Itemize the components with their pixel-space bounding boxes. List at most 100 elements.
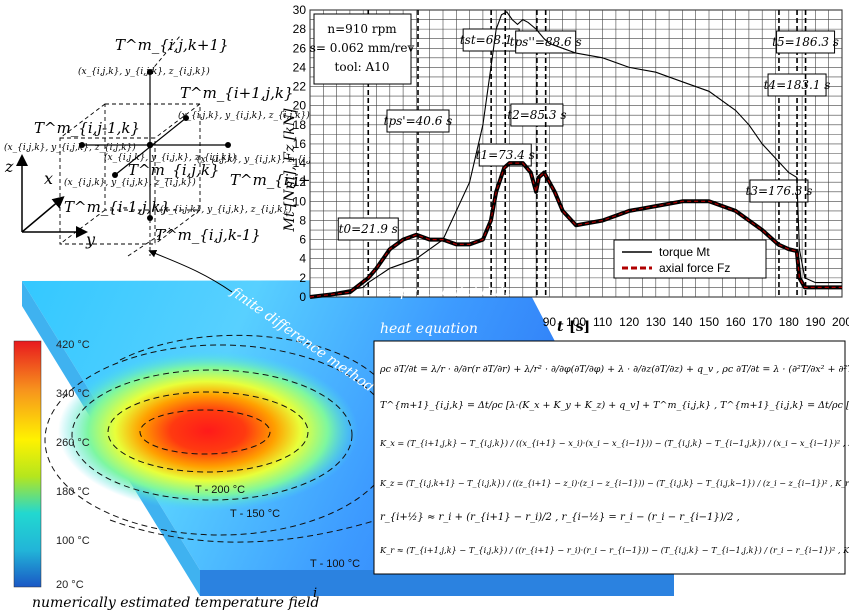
chart-info-box: n=910 rpm s= 0.062 mm/rev tool: A10 [310, 13, 415, 85]
axial-force-fz-series-accent [309, 162, 842, 298]
y-tick-label: 18 [293, 118, 307, 132]
event-label: t2=85.3 s [507, 108, 566, 122]
equations-box: ρc ∂T/∂t = λ/r · ∂/∂r(r ∂T/∂r) + λ/r² · … [373, 340, 849, 575]
x-tick-label: 100 [566, 315, 586, 329]
equation-explicit-scheme: T^{m+1}_{i,j,k} = Δt/ρc [λ·(K_x + K_y + … [380, 400, 849, 411]
x-tick-label: 160 [726, 315, 746, 329]
x-tick-label: 130 [646, 315, 666, 329]
equations-background [373, 340, 846, 575]
chart-x-tick-labels: 90 100 110 120 130 140 150 160 170 180 190 200 [543, 315, 849, 329]
node-coord-i-plus-1: (x_{i,j,k}, y_{i,j,k}, z_{i,j,k}) [178, 110, 310, 121]
event-label: tps''=88.6 s [510, 35, 582, 49]
colorbar-tick-100: 100 °C [56, 535, 90, 547]
node-label-center: T^m_{i,j,k} [128, 161, 219, 179]
node-coord-i-minus-1: (x_{i,j,k}, y_{i,j,k}, z_{i,j,k}) [64, 177, 196, 188]
node-coord-center: (x_{i,j,k}, y_{i,j,k}, z_{i,j,k}) [104, 152, 236, 163]
axis-y-label: y [85, 230, 96, 249]
event-label-box [776, 30, 836, 54]
y-tick-label: 26 [293, 41, 307, 55]
isotherm-label-200: T - 200 °C [195, 484, 245, 496]
equation-kz-kr: K_z = (T_{i,j,k+1} − T_{i,j,k}) / ((z_{i… [379, 479, 849, 488]
plate-side [200, 570, 674, 596]
event-label-box [749, 179, 809, 203]
x-tick-label: 110 [593, 315, 612, 329]
y-tick-label: 10 [293, 194, 307, 208]
legend-torque: torque Mt [659, 245, 710, 259]
x-tick-label: 120 [619, 315, 639, 329]
y-tick-label: 14 [293, 156, 307, 170]
equation-r-half: r_{i+½} ≈ r_i + (r_{i+1} − r_i)/2 , r_{i… [380, 512, 740, 523]
event-label-box [386, 109, 450, 133]
finite-difference-arrow [148, 249, 233, 293]
x-tick-label: 200 [832, 315, 849, 329]
colorbar-tick-420: 420 °C [56, 339, 90, 351]
node-coord-j-plus-1: (x_{i,j,k}, y_{i,j,k}, z_{i,j,k}) [197, 154, 329, 165]
info-feed: s= 0.062 mm/rev [310, 41, 415, 55]
x-tick-label: 180 [779, 315, 799, 329]
node-label-j-minus-1: T^m_{i,j-1,k} [34, 119, 140, 137]
colorbar-tick-20: 20 °C [56, 579, 84, 591]
chart-y-axis-label: Mt [Nm], Fz [kN] [282, 108, 298, 232]
y-tick-label: 2 [299, 271, 306, 285]
colorbar: 420 °C 340 °C 260 °C 180 °C 100 °C 20 °C [13, 339, 90, 591]
experimental-data-label: experimental data [384, 284, 513, 300]
heat-equation-label: heat equation [380, 321, 478, 337]
node-coord-j-minus-1: (x_{i,j,k}, y_{i,j,k}, z_{i,j,k}) [4, 142, 136, 153]
y-tick-label: 24 [293, 60, 307, 74]
y-tick-label: 30 [293, 3, 307, 17]
plate-i-label: i [313, 586, 317, 601]
event-label: tst=68.1 s [460, 33, 523, 47]
axis-x-label: x [44, 169, 53, 188]
x-tick-label: 90 [543, 315, 557, 329]
node-label-k-minus-1: T^m_{i,j,k-1} [155, 226, 261, 244]
y-tick-label: 28 [293, 22, 307, 36]
info-tool: tool: A10 [335, 60, 390, 74]
node-coord-k-plus-1: (x_{i,j,k}, y_{i,j,k}, z_{i,j,k}) [78, 66, 210, 77]
isotherm-label-150: T - 150 °C [230, 508, 280, 520]
chart-event-lines: t0=21.9 s tps'=40.6 s tst=68.1 s t1=73.4 s t… [337, 10, 839, 297]
y-tick-label: 16 [293, 137, 307, 151]
equation-kx-ky: K_x = (T_{i+1,j,k} − T_{i,j,k}) / ((x_{i… [379, 438, 849, 448]
event-label-box [337, 217, 399, 241]
chart-x-axis-var: t [557, 319, 564, 335]
event-label: t4=183.1 s [764, 78, 831, 92]
hotspot [58, 351, 358, 511]
y-tick-label: 8 [299, 213, 306, 227]
node-label-i-plus-1: T^m_{i+1,j,k} [180, 84, 294, 102]
y-tick-label: 6 [299, 233, 306, 247]
event-label: t0=21.9 s [339, 222, 398, 236]
colorbar-tick-340: 340 °C [56, 388, 90, 400]
event-label-box [767, 73, 827, 97]
info-speed: n=910 rpm [327, 22, 397, 36]
x-tick-label: 150 [699, 315, 719, 329]
colorbar-tick-260: 260 °C [56, 437, 90, 449]
event-label-box [510, 103, 564, 127]
equation-heat: ρc ∂T/∂t = λ/r · ∂/∂r(r ∂T/∂r) + λ/r² · … [379, 364, 849, 375]
event-label: t1=73.4 s [476, 148, 535, 162]
node-label-k-plus-1: T^m_{i,j,k+1} [115, 36, 229, 54]
chart-x-axis-label: t [s] [557, 319, 590, 335]
equation-kr-kphi: K_r ≈ (T_{i+1,j,k} − T_{i,j,k}) / ((r_{i… [379, 545, 849, 555]
legend-force: axial force Fz [659, 261, 730, 275]
x-tick-label: 170 [752, 315, 772, 329]
event-label: tps'=40.6 s [384, 114, 453, 128]
temperature-field-caption: numerically estimated temperature field [32, 595, 319, 611]
node-label-i-minus-1: T^m_{i-1,j,k} [64, 198, 170, 216]
y-tick-label: 4 [299, 252, 306, 266]
y-tick-label: 0 [299, 290, 306, 304]
event-label: t3=176.3 s [746, 184, 813, 198]
colorbar-gradient [13, 340, 42, 588]
event-label: t5=186.3 s [772, 35, 839, 49]
y-tick-label: 22 [293, 80, 307, 94]
node-coord-k-minus-1: (x_{i,j,k}, y_{i,j,k}, z_{i,j,k}) [160, 204, 292, 215]
x-tick-label: 190 [805, 315, 825, 329]
y-tick-label: 12 [293, 175, 307, 189]
axis-z-label: z [4, 157, 14, 176]
y-tick-label: 20 [293, 99, 307, 113]
x-tick-label: 140 [672, 315, 692, 329]
chart-x-axis-unit: [s] [569, 319, 590, 335]
chart-legend: torque Mt axial force Fz [613, 239, 767, 279]
